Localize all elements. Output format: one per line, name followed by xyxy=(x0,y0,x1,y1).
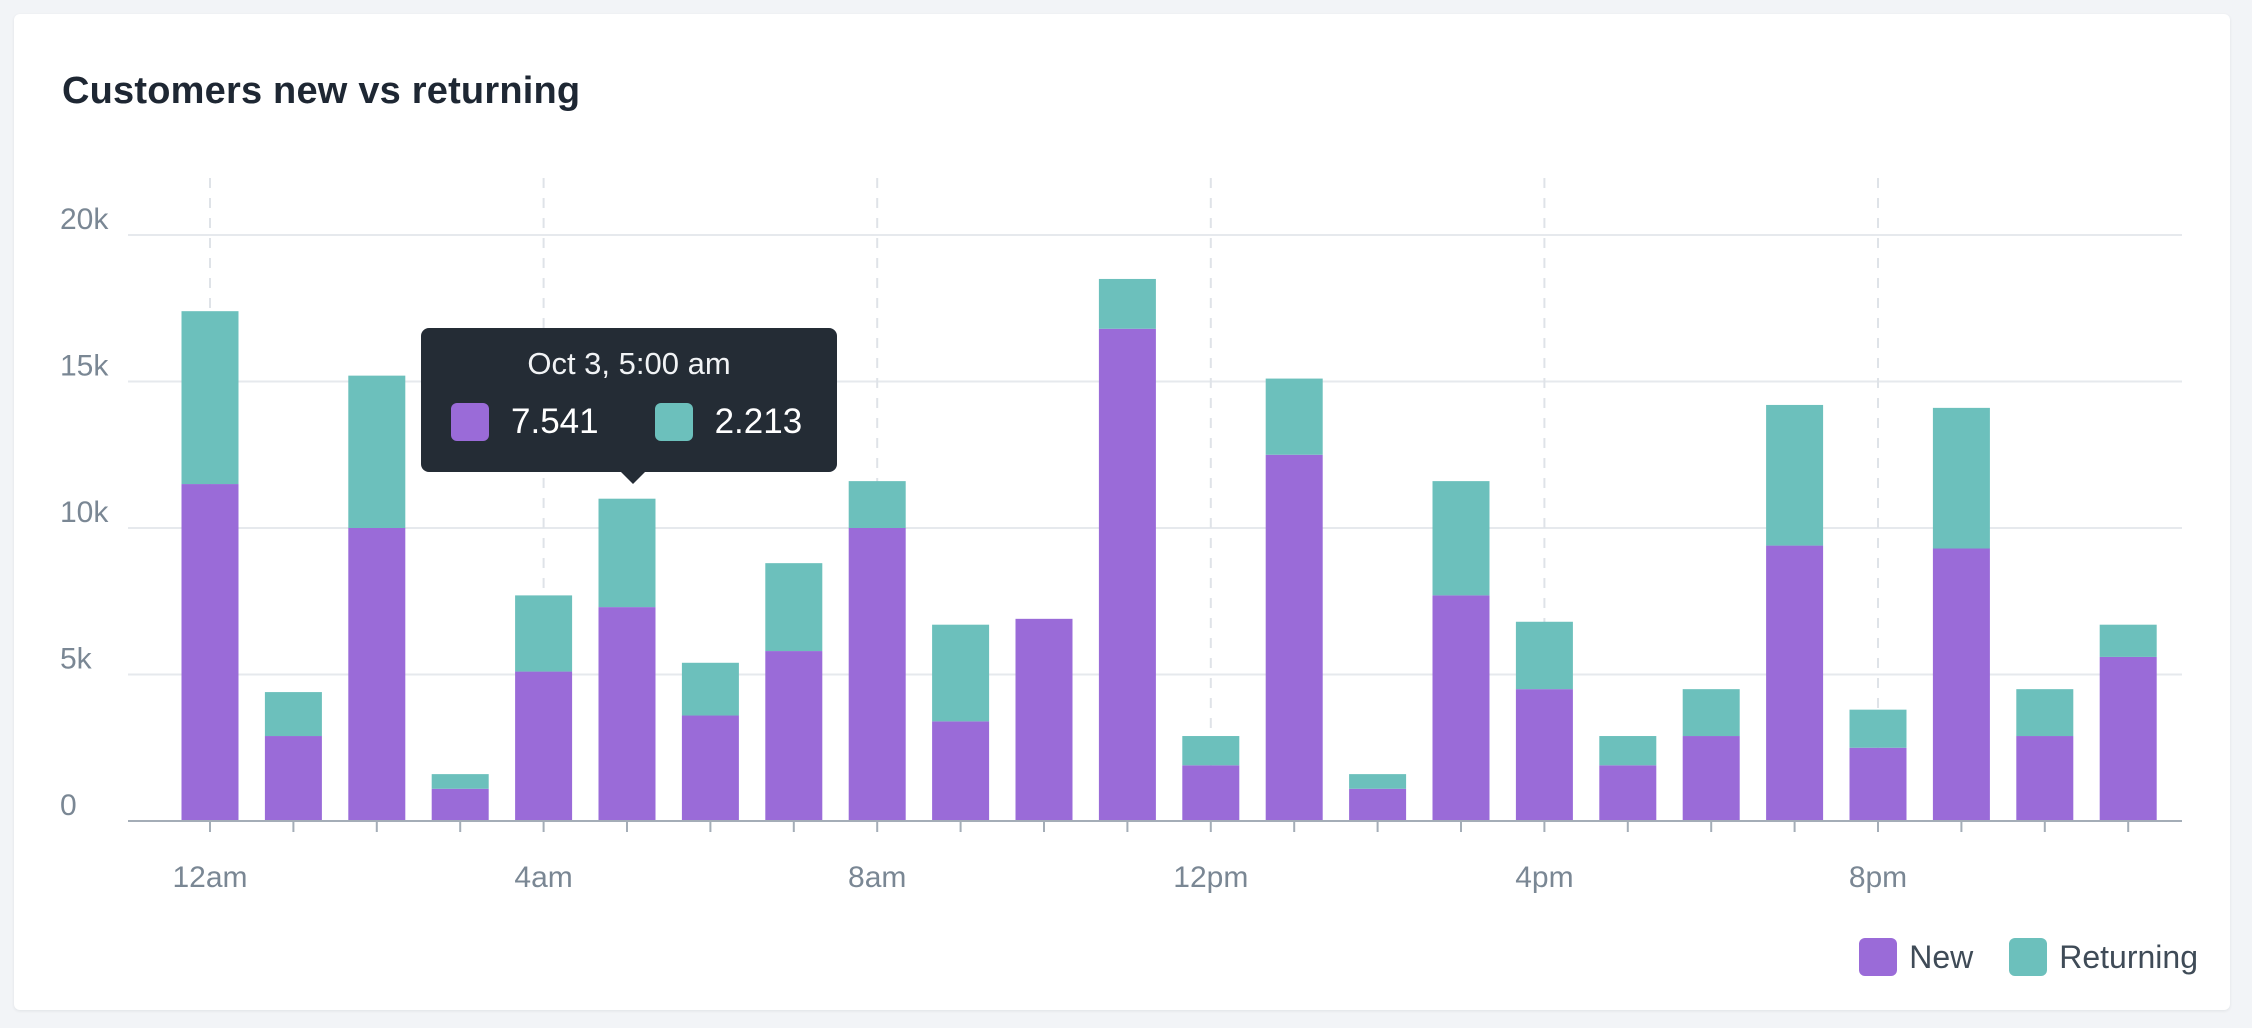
bar-new-2am[interactable] xyxy=(348,528,406,821)
bar-new-6am[interactable] xyxy=(681,715,739,821)
bar-returning-4pm[interactable] xyxy=(1515,621,1573,690)
bar-new-4pm[interactable] xyxy=(1515,689,1573,821)
bar-returning-10pm[interactable] xyxy=(2016,689,2074,737)
x-tick-label: 8pm xyxy=(1849,861,1907,894)
y-tick-label: 20k xyxy=(60,203,109,236)
tooltip-returning-swatch xyxy=(654,403,693,441)
legend-item-new[interactable]: New xyxy=(1859,938,1973,976)
bar-new-7pm[interactable] xyxy=(1766,545,1824,821)
y-tick-label: 15k xyxy=(60,350,109,383)
bar-returning-2pm[interactable] xyxy=(1349,774,1407,789)
bar-returning-11am[interactable] xyxy=(1098,278,1156,329)
bar-new-10am[interactable] xyxy=(1015,618,1073,821)
bar-new-5am[interactable] xyxy=(598,607,656,821)
legend-new-swatch xyxy=(1859,938,1898,976)
bar-layer xyxy=(181,278,2157,821)
bar-returning-1am[interactable] xyxy=(264,692,322,737)
bar-new-10pm[interactable] xyxy=(2016,736,2074,821)
bar-returning-12am[interactable] xyxy=(181,311,239,485)
x-tick-label: 4am xyxy=(514,861,572,894)
bar-new-3am[interactable] xyxy=(431,788,489,821)
bar-new-4am[interactable] xyxy=(515,671,573,821)
bar-returning-9am[interactable] xyxy=(932,624,990,722)
bar-new-1pm[interactable] xyxy=(1265,454,1323,821)
y-tick-label: 5k xyxy=(60,643,93,676)
bar-new-11pm[interactable] xyxy=(2099,656,2157,821)
tooltip-new-value: 7.541 xyxy=(511,402,599,441)
tooltip-new-swatch xyxy=(451,403,489,441)
y-tick-label: 10k xyxy=(60,496,109,529)
tooltip-title: Oct 3, 5:00 am xyxy=(527,346,731,381)
bar-returning-11pm[interactable] xyxy=(2099,624,2157,657)
bar-returning-6pm[interactable] xyxy=(1682,689,1740,737)
bar-returning-9pm[interactable] xyxy=(1932,407,1990,549)
bar-new-6pm[interactable] xyxy=(1682,736,1740,821)
bar-new-12pm[interactable] xyxy=(1182,765,1240,821)
legend-returning-swatch xyxy=(2009,938,2048,976)
bar-new-8am[interactable] xyxy=(848,528,906,821)
x-tick-label: 8am xyxy=(848,861,906,894)
bar-returning-1pm[interactable] xyxy=(1265,378,1323,455)
tooltip-returning-value: 2.213 xyxy=(714,402,803,441)
bar-new-11am[interactable] xyxy=(1098,328,1156,821)
x-tick-label: 12am xyxy=(172,861,247,894)
bar-returning-5pm[interactable] xyxy=(1599,736,1657,766)
bar-returning-7am[interactable] xyxy=(765,563,823,652)
bar-returning-8pm[interactable] xyxy=(1849,709,1907,748)
tooltip-values: 7.541 2.213 xyxy=(451,402,802,442)
bar-returning-4am[interactable] xyxy=(515,595,573,672)
chart-title: Customers new vs returning xyxy=(62,70,581,112)
legend-returning-label: Returning xyxy=(2059,938,2198,975)
bar-new-9pm[interactable] xyxy=(1932,548,1990,821)
bar-returning-2am[interactable] xyxy=(348,375,406,528)
y-tick-label: 0 xyxy=(60,789,77,822)
chart-legend: New Returning xyxy=(1859,938,2198,976)
bar-new-9am[interactable] xyxy=(932,721,990,821)
bar-returning-12pm[interactable] xyxy=(1182,736,1240,766)
bar-new-5pm[interactable] xyxy=(1599,765,1657,821)
bar-returning-8am[interactable] xyxy=(848,481,906,528)
bar-new-1am[interactable] xyxy=(264,736,322,821)
legend-item-returning[interactable]: Returning xyxy=(2009,938,2198,976)
bar-returning-3am[interactable] xyxy=(431,774,489,789)
label-layer: 0 5k 10k 15k 20k 12am 4am 8am 12pm 4pm 8pm xyxy=(60,203,1907,894)
x-tick-label: 12pm xyxy=(1173,861,1248,894)
bar-new-3pm[interactable] xyxy=(1432,595,1490,821)
chart-tooltip: Oct 3, 5:00 am 7.541 2.213 xyxy=(421,328,837,484)
bar-returning-3pm[interactable] xyxy=(1432,481,1490,596)
axis-layer xyxy=(128,820,2182,832)
bar-new-7am[interactable] xyxy=(765,651,823,821)
bar-new-8pm[interactable] xyxy=(1849,747,1907,821)
bar-new-12am[interactable] xyxy=(181,484,239,821)
x-tick-label: 4pm xyxy=(1515,861,1573,894)
bar-returning-7pm[interactable] xyxy=(1766,404,1824,546)
bar-new-2pm[interactable] xyxy=(1349,788,1407,821)
bar-returning-5am[interactable] xyxy=(598,498,656,608)
legend-new-label: New xyxy=(1909,938,1974,975)
bar-returning-6am[interactable] xyxy=(681,662,739,716)
